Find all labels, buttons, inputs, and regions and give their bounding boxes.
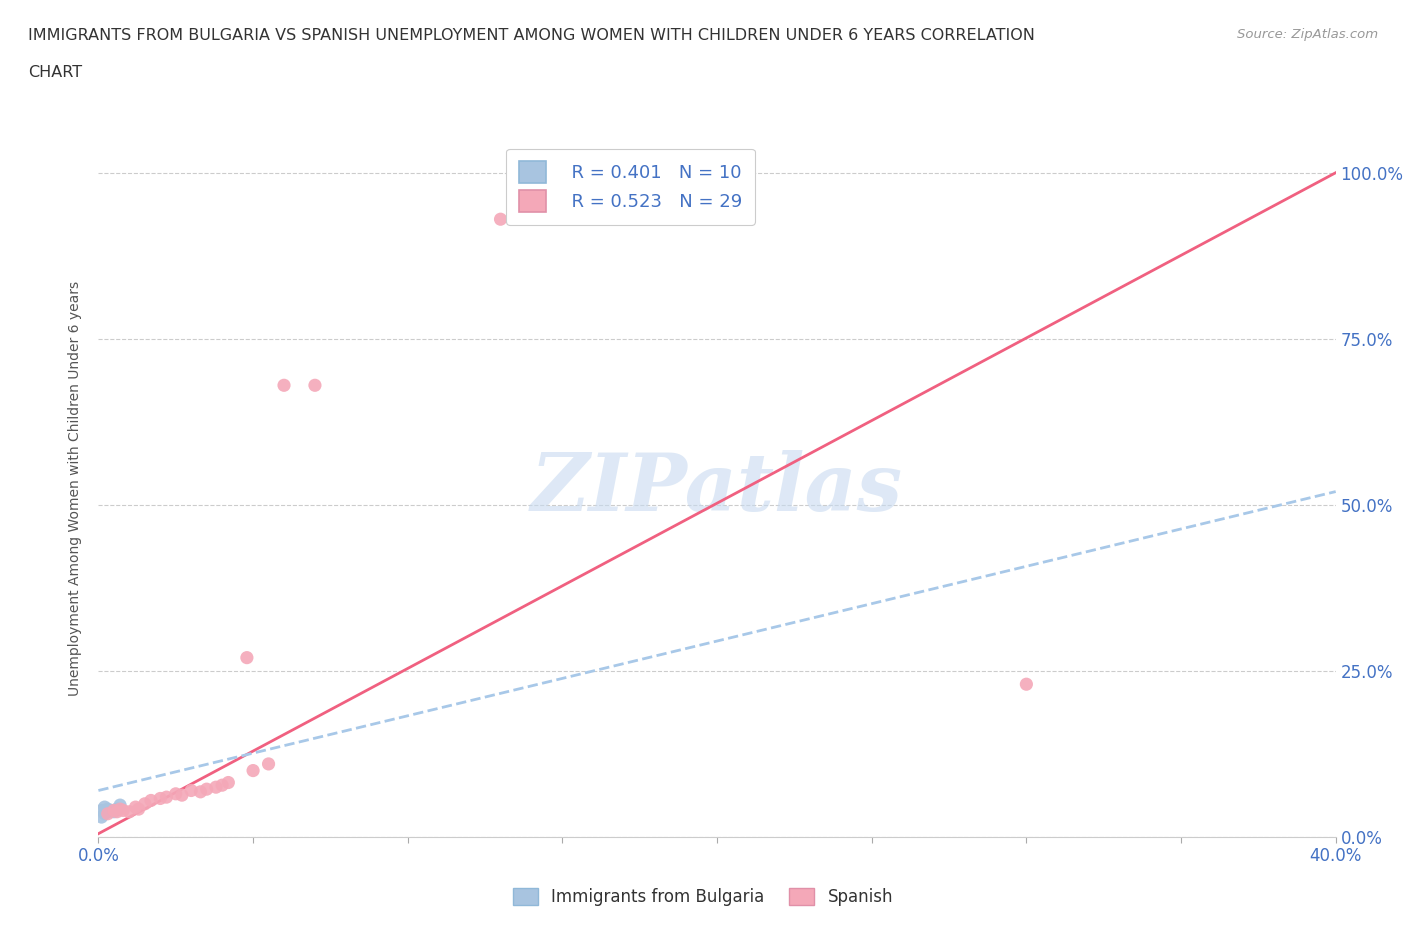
Point — [103, 804, 125, 819]
Point — [190, 784, 212, 799]
Point — [128, 802, 150, 817]
Text: IMMIGRANTS FROM BULGARIA VS SPANISH UNEMPLOYMENT AMONG WOMEN WITH CHILDREN UNDER: IMMIGRANTS FROM BULGARIA VS SPANISH UNEM… — [28, 28, 1035, 43]
Point — [93, 806, 115, 821]
Point — [180, 783, 202, 798]
Point — [236, 650, 259, 665]
Point — [211, 777, 233, 792]
Point — [1015, 677, 1038, 692]
Point — [139, 793, 162, 808]
Point — [97, 804, 120, 819]
Point — [257, 756, 280, 771]
Point — [90, 810, 112, 825]
Legend:   R = 0.401   N = 10,   R = 0.523   N = 29: R = 0.401 N = 10, R = 0.523 N = 29 — [506, 149, 755, 225]
Point — [108, 798, 131, 813]
Point — [134, 796, 156, 811]
Point — [644, 192, 666, 206]
Point — [149, 791, 172, 806]
Point — [93, 800, 115, 815]
Point — [273, 378, 295, 392]
Point — [97, 806, 120, 821]
Point — [170, 788, 193, 803]
Point — [195, 782, 218, 797]
Text: Source: ZipAtlas.com: Source: ZipAtlas.com — [1237, 28, 1378, 41]
Point — [105, 802, 128, 817]
Point — [155, 790, 177, 804]
Legend: Immigrants from Bulgaria, Spanish: Immigrants from Bulgaria, Spanish — [506, 881, 900, 912]
Y-axis label: Unemployment Among Women with Children Under 6 years: Unemployment Among Women with Children U… — [69, 281, 83, 696]
Point — [118, 804, 141, 819]
Point — [242, 764, 264, 778]
Point — [100, 803, 122, 817]
Point — [706, 166, 728, 180]
Point — [103, 803, 125, 817]
Point — [90, 803, 112, 817]
Point — [217, 775, 239, 790]
Point — [105, 804, 128, 819]
Point — [489, 212, 512, 227]
Point — [304, 378, 326, 392]
Point — [205, 779, 228, 794]
Point — [108, 802, 131, 817]
Point — [165, 787, 187, 802]
Text: CHART: CHART — [28, 65, 82, 80]
Point — [124, 800, 146, 815]
Point — [112, 803, 135, 817]
Point — [97, 802, 120, 817]
Text: ZIPatlas: ZIPatlas — [531, 449, 903, 527]
